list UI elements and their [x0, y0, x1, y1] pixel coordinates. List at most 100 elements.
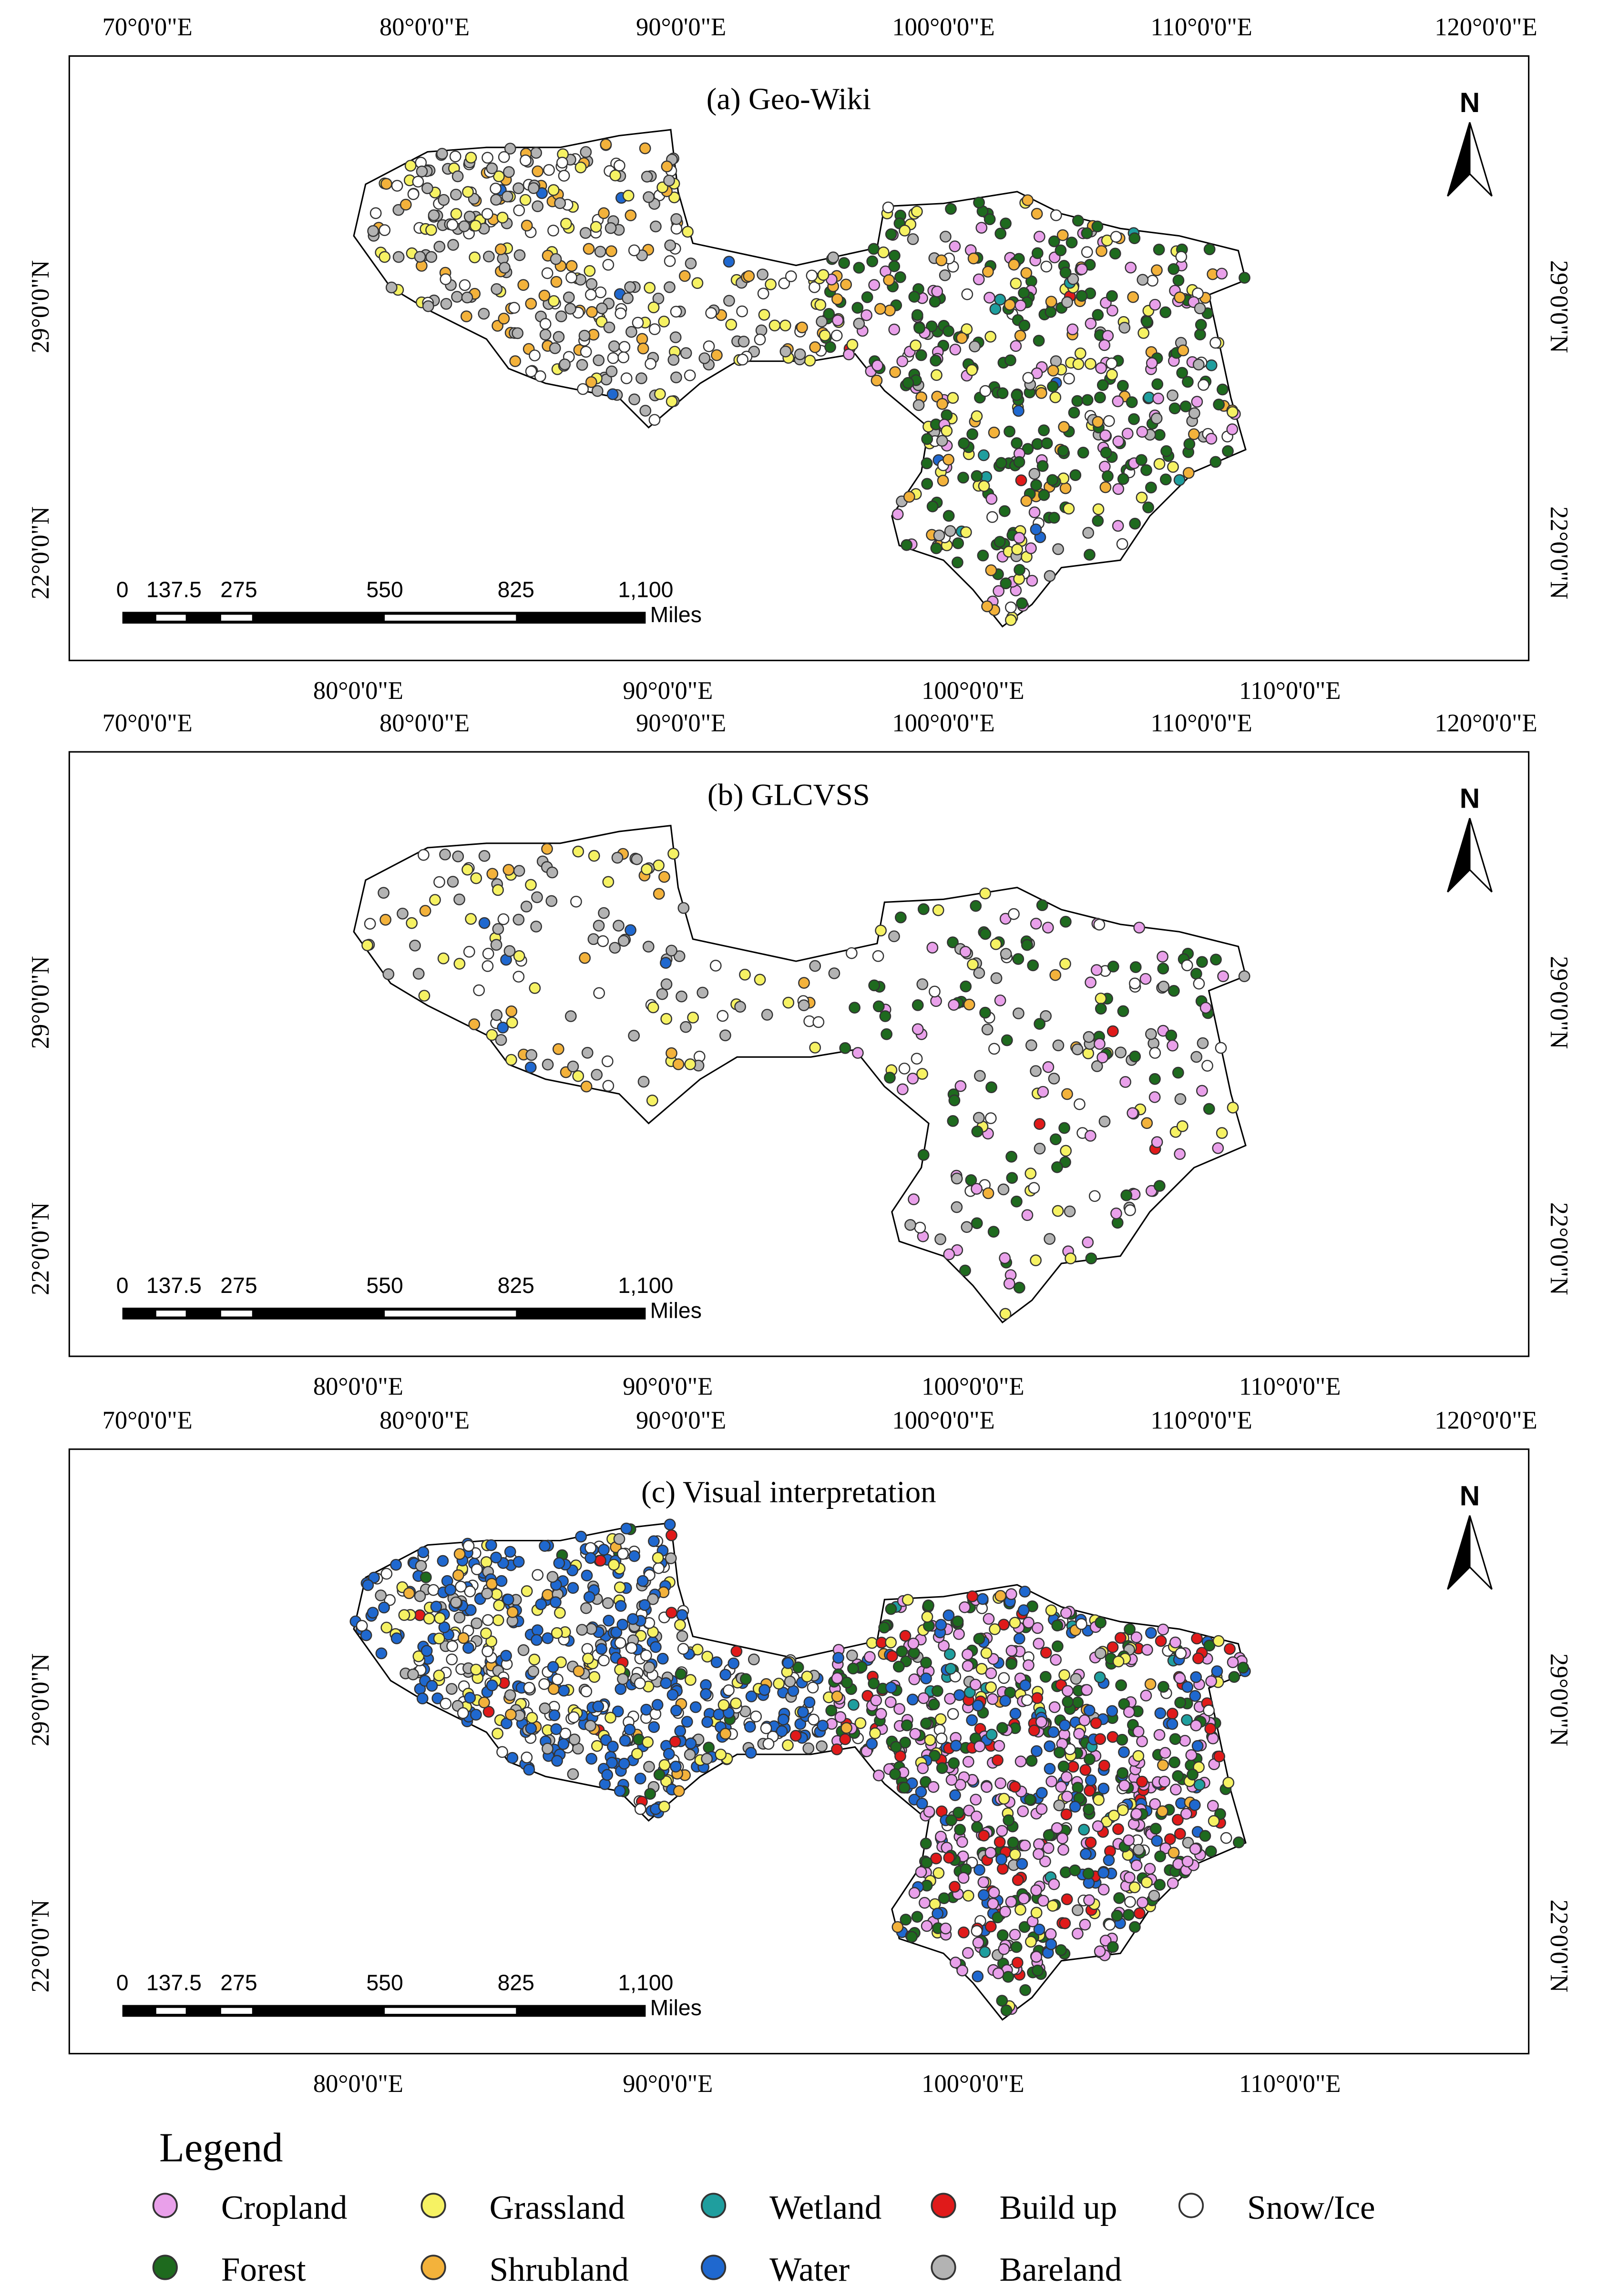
- sample-point: [1060, 1145, 1072, 1157]
- sample-point: [703, 340, 715, 352]
- sample-point: [580, 346, 592, 358]
- sample-point: [653, 888, 665, 900]
- sample-point: [802, 1742, 815, 1754]
- sample-point: [1233, 1836, 1245, 1848]
- sample-point: [687, 1011, 699, 1024]
- sample-point: [765, 278, 777, 290]
- sample-point: [513, 249, 526, 261]
- sample-point: [543, 164, 555, 176]
- sample-point: [508, 302, 520, 314]
- sample-point: [1004, 614, 1017, 626]
- sample-point: [1237, 1661, 1250, 1674]
- sample-point: [926, 942, 939, 954]
- sample-point: [1181, 1681, 1194, 1693]
- sample-point: [1047, 380, 1059, 393]
- sample-point: [1169, 1636, 1181, 1649]
- sample-point: [1158, 1775, 1170, 1788]
- sample-point: [673, 1785, 685, 1797]
- longitude-label: 120°0'0"E: [1434, 1406, 1537, 1434]
- sample-point: [1061, 1893, 1073, 1906]
- sample-point: [403, 1587, 415, 1599]
- sample-point: [888, 930, 900, 943]
- sample-point: [643, 1661, 656, 1673]
- sample-point: [382, 968, 395, 980]
- sample-point: [951, 1172, 963, 1185]
- sample-point: [1189, 1843, 1201, 1855]
- sample-point: [1188, 1799, 1201, 1811]
- sample-point: [899, 1630, 912, 1642]
- sample-point: [664, 1518, 676, 1531]
- sample-point: [548, 295, 560, 307]
- sample-point: [1024, 1168, 1037, 1179]
- sample-point: [1095, 993, 1107, 1004]
- scale-bar-segment: [385, 1311, 516, 1317]
- sample-point: [917, 903, 930, 915]
- sample-point: [650, 1641, 662, 1653]
- sample-point: [896, 1645, 908, 1658]
- sample-point: [913, 322, 926, 334]
- sample-point: [940, 230, 952, 243]
- sample-point: [1094, 1038, 1106, 1050]
- sample-point: [1175, 1647, 1187, 1660]
- sample-point: [539, 1702, 551, 1714]
- sample-point: [492, 923, 504, 935]
- sample-point: [579, 227, 592, 239]
- sample-point: [567, 1582, 579, 1594]
- sample-point: [971, 470, 983, 482]
- sample-point: [888, 260, 901, 272]
- sample-point: [1176, 1120, 1188, 1132]
- sample-point: [1061, 1790, 1073, 1803]
- sample-point: [390, 1558, 402, 1571]
- legend-label: Bareland: [1000, 2251, 1122, 2288]
- scale-bar-segment: [156, 615, 186, 621]
- sample-point: [977, 1876, 990, 1888]
- sample-point: [917, 1149, 930, 1161]
- longitude-label: 100°0'0"E: [892, 13, 994, 41]
- sample-point: [962, 1890, 974, 1902]
- sample-point: [636, 1575, 649, 1587]
- sample-point: [1157, 951, 1168, 963]
- sample-point: [966, 1714, 978, 1726]
- sample-point: [920, 1672, 932, 1684]
- sample-point: [1090, 964, 1103, 976]
- sample-point: [1193, 1779, 1206, 1791]
- sample-point: [1174, 1672, 1186, 1684]
- sample-point: [594, 1555, 606, 1567]
- sample-point: [908, 1887, 921, 1899]
- sample-point: [1127, 1107, 1139, 1119]
- sample-point: [640, 1650, 652, 1661]
- sample-point: [1127, 291, 1139, 303]
- sample-point: [701, 1716, 714, 1728]
- sample-point: [1058, 1669, 1070, 1681]
- sample-point: [1119, 1076, 1131, 1088]
- sample-point: [737, 353, 748, 366]
- sample-point: [1213, 1750, 1225, 1763]
- sample-point: [1228, 1671, 1240, 1683]
- sample-point: [550, 276, 563, 288]
- sample-point: [1084, 1784, 1096, 1797]
- sample-point: [425, 224, 437, 236]
- scale-label: 137.5: [146, 1273, 202, 1298]
- sample-point: [875, 1708, 887, 1720]
- sample-point: [1012, 953, 1024, 965]
- sample-point: [356, 1620, 368, 1632]
- sample-point: [954, 1824, 966, 1836]
- sample-point: [1060, 1771, 1073, 1783]
- sample-point: [596, 302, 608, 315]
- sample-point: [431, 1692, 444, 1704]
- sample-point: [558, 170, 570, 182]
- sample-point: [930, 542, 942, 554]
- sample-point: [1179, 400, 1192, 412]
- sample-point: [981, 1781, 993, 1793]
- sample-point: [538, 289, 551, 302]
- sample-point: [1151, 1136, 1163, 1148]
- sample-point: [868, 243, 880, 255]
- sample-point: [1082, 1047, 1095, 1059]
- longitude-label: 100°0'0"E: [892, 1406, 994, 1434]
- sample-point: [941, 425, 953, 437]
- sample-point: [956, 1836, 968, 1848]
- sample-point: [1033, 1638, 1045, 1650]
- map-panel: 70°0'0"E 80°0'0"E 90°0'0"E 100°0'0"E 110°0'0…: [27, 709, 1573, 1401]
- sample-point: [1153, 1180, 1166, 1192]
- sample-point: [593, 354, 605, 367]
